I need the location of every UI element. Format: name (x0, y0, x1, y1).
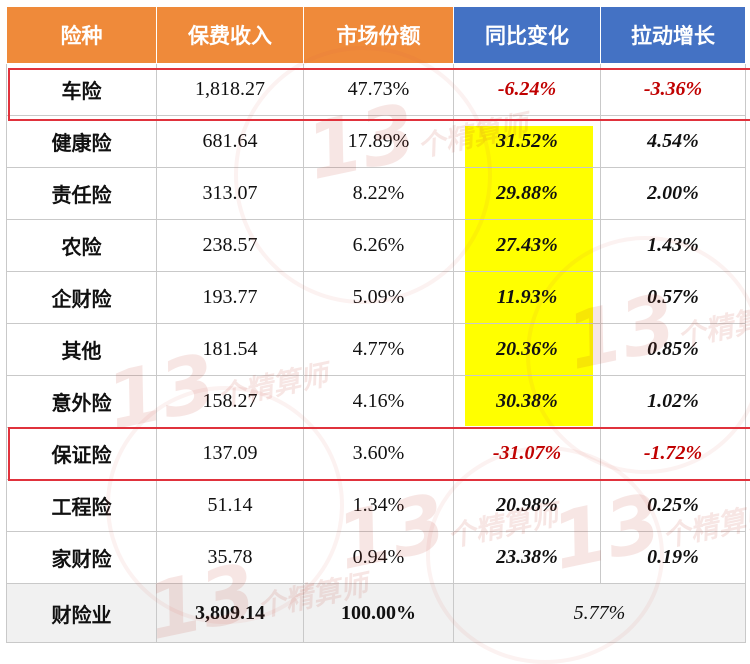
row-name: 工程险 (6, 479, 157, 532)
row-name: 农险 (6, 219, 157, 272)
highlight-box-guarantee-insurance (8, 427, 750, 481)
total-name: 财险业 (6, 583, 157, 643)
row-yoy: 30.38% (453, 375, 601, 428)
row-yoy: 20.36% (453, 323, 601, 376)
row-contrib: 0.19% (600, 531, 746, 584)
row-name: 企财险 (6, 271, 157, 324)
row-yoy: 11.93% (453, 271, 601, 324)
table-row: 农险 238.57 6.26% 27.43% 1.43% (6, 219, 746, 272)
table-row: 企财险 193.77 5.09% 11.93% 0.57% (6, 271, 746, 324)
row-share: 0.94% (303, 531, 454, 584)
table-header-row: 险种 保费收入 市场份额 同比变化 拉动增长 (6, 6, 746, 64)
row-share: 8.22% (303, 167, 454, 220)
row-premium: 35.78 (156, 531, 304, 584)
row-yoy: 29.88% (453, 167, 601, 220)
row-premium: 181.54 (156, 323, 304, 376)
row-yoy: -6.24% (453, 63, 601, 116)
row-contrib: 1.02% (600, 375, 746, 428)
total-yoy: 5.77% (453, 583, 746, 643)
row-premium: 1,818.27 (156, 63, 304, 116)
row-premium: 313.07 (156, 167, 304, 220)
row-yoy: 23.38% (453, 531, 601, 584)
row-contrib: 1.43% (600, 219, 746, 272)
row-premium: 158.27 (156, 375, 304, 428)
table-row: 其他 181.54 4.77% 20.36% 0.85% (6, 323, 746, 376)
table-row: 健康险 681.64 17.89% 31.52% 4.54% (6, 115, 746, 168)
row-name: 健康险 (6, 115, 157, 168)
row-share: 4.77% (303, 323, 454, 376)
header-type: 险种 (6, 6, 157, 64)
row-name: 家财险 (6, 531, 157, 584)
total-premium: 3,809.14 (156, 583, 304, 643)
header-premium: 保费收入 (156, 6, 304, 64)
row-yoy: 20.98% (453, 479, 601, 532)
row-contrib: 0.25% (600, 479, 746, 532)
table-row: 家财险 35.78 0.94% 23.38% 0.19% (6, 531, 746, 584)
table-row: 车险 1,818.27 47.73% -6.24% -3.36% (6, 63, 746, 116)
row-name: 其他 (6, 323, 157, 376)
row-premium: 137.09 (156, 427, 304, 480)
header-yoy: 同比变化 (453, 6, 601, 64)
row-share: 5.09% (303, 271, 454, 324)
row-contrib: -3.36% (600, 63, 746, 116)
row-contrib: 2.00% (600, 167, 746, 220)
row-yoy: 27.43% (453, 219, 601, 272)
row-contrib: 0.85% (600, 323, 746, 376)
total-row: 财险业 3,809.14 100.00% 5.77% (6, 583, 746, 643)
row-contrib: 4.54% (600, 115, 746, 168)
row-share: 17.89% (303, 115, 454, 168)
row-premium: 51.14 (156, 479, 304, 532)
total-share: 100.00% (303, 583, 454, 643)
row-name: 责任险 (6, 167, 157, 220)
highlight-box-car-insurance (8, 68, 750, 121)
row-premium: 681.64 (156, 115, 304, 168)
row-premium: 193.77 (156, 271, 304, 324)
table-row: 责任险 313.07 8.22% 29.88% 2.00% (6, 167, 746, 220)
table-row: 工程险 51.14 1.34% 20.98% 0.25% (6, 479, 746, 532)
row-name: 意外险 (6, 375, 157, 428)
row-share: 4.16% (303, 375, 454, 428)
header-contrib: 拉动增长 (600, 6, 746, 64)
row-yoy: 31.52% (453, 115, 601, 168)
row-share: 1.34% (303, 479, 454, 532)
row-premium: 238.57 (156, 219, 304, 272)
row-contrib: 0.57% (600, 271, 746, 324)
row-share: 6.26% (303, 219, 454, 272)
header-share: 市场份额 (303, 6, 454, 64)
row-yoy: -31.07% (453, 427, 601, 480)
row-share: 47.73% (303, 63, 454, 116)
insurance-table-container: 13个精算师 13个精算师 13个精算师 13个精算师 13个精算师 13个精算… (6, 6, 750, 664)
table-row: 意外险 158.27 4.16% 30.38% 1.02% (6, 375, 746, 428)
